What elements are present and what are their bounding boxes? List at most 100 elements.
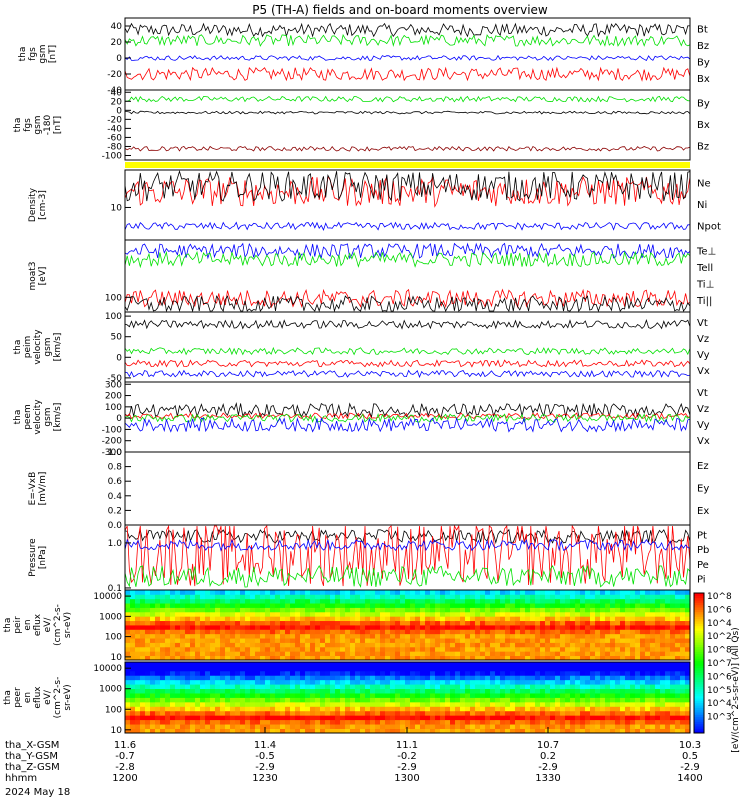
spectrogram-cell — [190, 688, 196, 694]
spectrogram-cell — [305, 629, 311, 635]
spectrogram-cell — [445, 684, 451, 690]
spectrogram-cell — [215, 684, 221, 690]
spectrogram-cell — [455, 706, 461, 712]
spectrogram-cell — [385, 670, 391, 676]
spectrogram-cell — [620, 646, 626, 652]
spectrogram-cell — [675, 662, 681, 667]
spectrogram-cell — [475, 666, 481, 672]
spectrogram-cell — [210, 590, 216, 595]
spectrogram-cell — [200, 701, 206, 707]
spectrogram-cell — [335, 662, 341, 667]
spectrogram-cell — [290, 701, 296, 707]
spectrogram-cell — [550, 598, 556, 604]
spectrogram-cell — [415, 655, 421, 661]
spectrogram-cell — [345, 607, 351, 613]
spectrogram-cell — [685, 670, 691, 676]
spectrogram-cell — [255, 701, 261, 707]
spectrogram-cell — [510, 651, 516, 657]
spectrogram-cell — [375, 594, 381, 600]
spectrogram-cell — [535, 710, 541, 716]
spectrogram-cell — [435, 728, 441, 734]
spectrogram-cell — [605, 620, 611, 626]
spectrogram-cell — [340, 655, 346, 661]
spectrogram-cell — [615, 620, 621, 626]
spectrogram-cell — [325, 590, 331, 595]
spectrogram-cell — [270, 651, 276, 657]
spectrogram-cell — [145, 706, 151, 712]
spectrogram-cell — [600, 666, 606, 672]
spectrogram-cell — [680, 728, 686, 734]
spectrogram-cell — [325, 710, 331, 716]
spectrogram-cell — [210, 603, 216, 608]
spectrogram-cell — [360, 594, 366, 600]
spectrogram-cell — [635, 651, 641, 657]
spectrogram-cell — [505, 620, 511, 626]
spectrogram-cell — [675, 688, 681, 694]
spectrogram-cell — [685, 598, 691, 604]
spectrogram-cell — [345, 719, 351, 725]
spectrogram-cell — [285, 590, 291, 595]
spectrogram-cell — [125, 684, 131, 690]
spectrogram-cell — [315, 655, 321, 661]
spectrogram-cell — [555, 616, 561, 622]
spectrogram-cell — [610, 684, 616, 690]
spectrogram-cell — [600, 662, 606, 667]
spectrogram-cell — [505, 651, 511, 657]
spectrogram-cell — [610, 603, 616, 608]
spectrogram-cell — [600, 603, 606, 608]
spectrogram-cell — [260, 598, 266, 604]
spectrogram-cell — [650, 706, 656, 712]
spectrogram-cell — [530, 651, 536, 657]
spectrogram-cell — [485, 697, 491, 703]
spectrogram-cell — [435, 607, 441, 613]
spectrogram-cell — [570, 666, 576, 672]
spectrogram-cell — [515, 616, 521, 622]
spectrogram-cell — [235, 642, 241, 648]
spectrogram-cell — [500, 625, 506, 630]
spectrogram-cell — [630, 684, 636, 690]
spectrogram-cell — [635, 715, 641, 721]
spectrogram-cell — [575, 633, 581, 639]
spectrogram-cell — [515, 701, 521, 707]
colorbar-segment — [694, 709, 704, 713]
spectrogram-cell — [575, 693, 581, 698]
xaxis-value: -2.9 — [255, 762, 275, 773]
y-tick-label: -80 — [107, 142, 122, 152]
spectrogram-cell — [130, 638, 136, 643]
spectrogram-cell — [510, 697, 516, 703]
spectrogram-cell — [420, 710, 426, 716]
spectrogram-cell — [315, 603, 321, 608]
spectrogram-cell — [540, 684, 546, 690]
spectrogram-cell — [485, 646, 491, 652]
colorbar-segment — [694, 595, 704, 599]
spectrogram-cell — [625, 603, 631, 608]
spectrogram-cell — [450, 684, 456, 690]
spectrogram-cell — [230, 638, 236, 643]
spectrogram-cell — [525, 670, 531, 676]
spectrogram-cell — [420, 666, 426, 672]
spectrogram-cell — [605, 697, 611, 703]
spectrogram-cell — [650, 616, 656, 622]
spectrogram-cell — [635, 710, 641, 716]
spectrogram-cell — [510, 710, 516, 716]
spectrogram-cell — [540, 629, 546, 635]
spectrogram-cell — [250, 611, 256, 617]
spectrogram-cell — [280, 728, 286, 734]
spectrogram-cell — [130, 616, 136, 622]
spectrogram-cell — [660, 642, 666, 648]
spectrogram-cell — [235, 724, 241, 729]
spectrogram-cell — [370, 666, 376, 672]
spectrogram-cell — [235, 719, 241, 725]
legend-Pe: Pe — [697, 560, 709, 571]
spectrogram-cell — [285, 642, 291, 648]
spectrogram-cell — [415, 646, 421, 652]
spectrogram-cell — [400, 679, 406, 685]
spectrogram-cell — [395, 706, 401, 712]
spectrogram-cell — [245, 670, 251, 676]
spectrogram-cell — [445, 633, 451, 639]
spectrogram-cell — [395, 616, 401, 622]
spectrogram-cell — [210, 646, 216, 652]
spectrogram-cell — [595, 675, 601, 681]
y-axis-label: [mV/m] — [38, 472, 48, 506]
spectrogram-cell — [515, 625, 521, 630]
